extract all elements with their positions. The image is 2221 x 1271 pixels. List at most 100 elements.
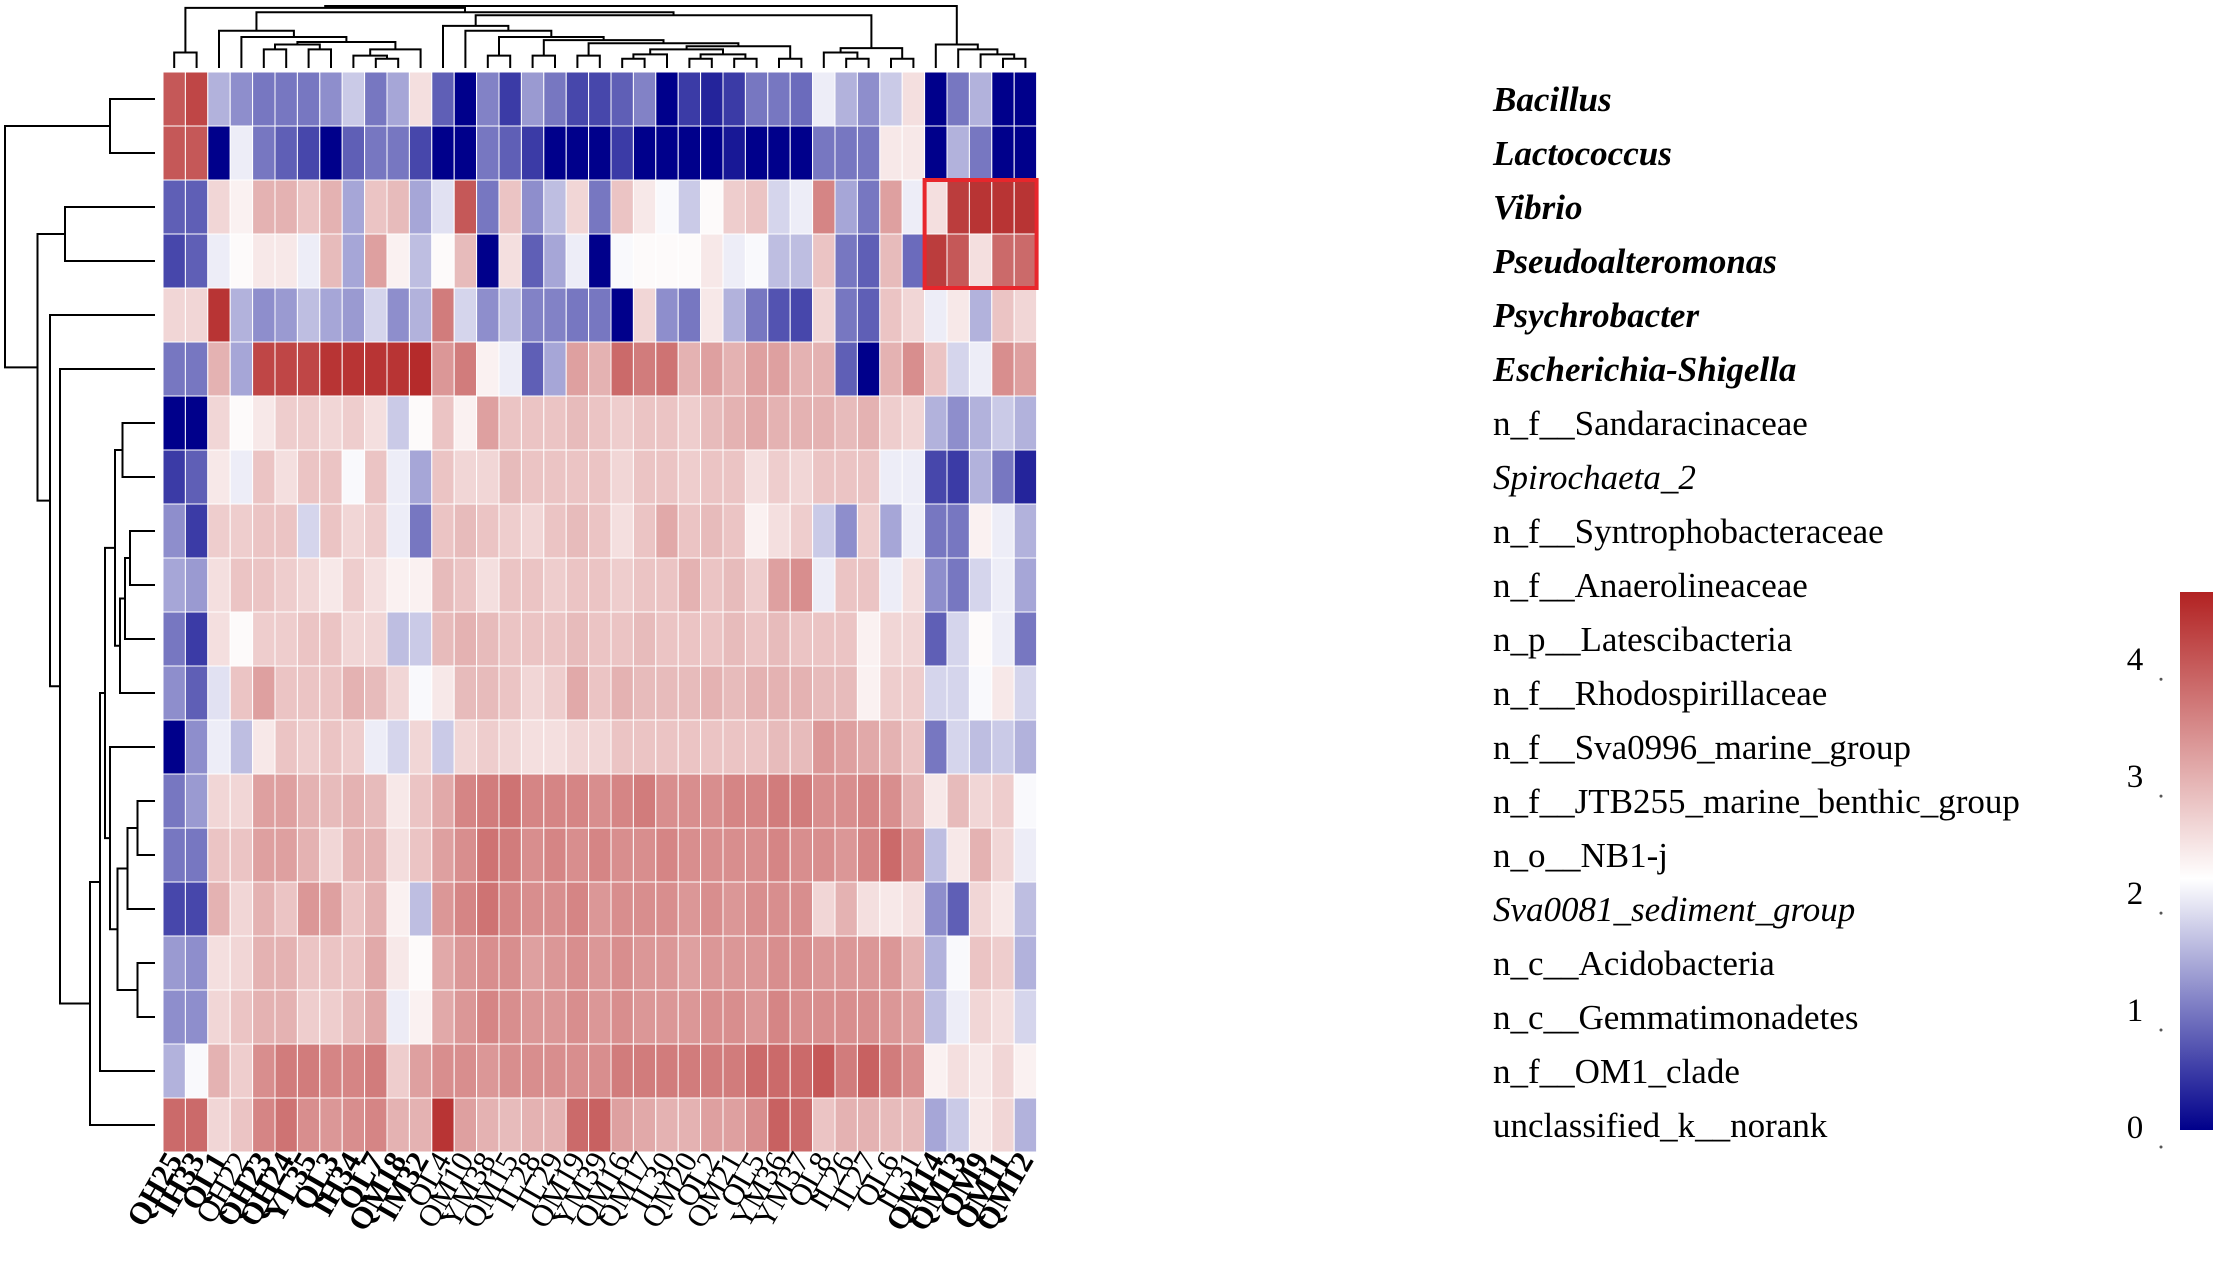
heatmap-cell-n_f__OM1_clade-QM11: [991, 1043, 1015, 1099]
heatmap-cell-n_f__Sva0996_marine_group-QL3: [319, 719, 343, 775]
heatmap-cell-n_c__Gemmatimonadetes-YM38: [476, 989, 500, 1045]
heatmap-cell-n_p__Latescibacteria-QL3: [319, 611, 343, 667]
heatmap-cell-n_f__JTB255_marine_benthic_group-IL31: [901, 773, 926, 829]
heatmap-cell-n_f__Rhodospirillaceae-YM38: [476, 665, 500, 721]
heatmap-cell-Lactococcus-QL4: [431, 125, 455, 181]
heatmap-cell-n_f__OM1_clade-QL1: [207, 1043, 231, 1099]
heatmap-cell-Vibrio-QM18: [386, 179, 410, 235]
heatmap-cells: [162, 71, 1038, 1153]
heatmap-cell-Pseudoalteromonas-QM18: [386, 233, 410, 289]
heatmap-cell-n_f__Rhodospirillaceae-QM20: [677, 665, 702, 721]
heatmap-cell-Lactococcus-QH23: [252, 125, 276, 181]
heatmap-cell-unclassified_k__norank-IL30: [655, 1097, 679, 1153]
heatmap-cell-n_f__OM1_clade-QM13: [946, 1043, 970, 1099]
heatmap-cell-Psychrobacter-QM11: [991, 287, 1015, 343]
heatmap-cell-n_f__OM1_clade-IL30: [655, 1043, 679, 1099]
heatmap-cell-n_f__Sva0996_marine_group-IM32: [408, 719, 433, 775]
heatmap-cell-n_c__Acidobacteria-QM20: [677, 935, 702, 991]
heatmap-cell-Pseudoalteromonas-QM13: [946, 233, 970, 289]
heatmap-cell-n_c__Gemmatimonadetes-IL28: [520, 989, 545, 1045]
heatmap-cell-n_p__Latescibacteria-QH22: [229, 611, 254, 667]
heatmap-cell-Escherichia-Shigella-YM38: [476, 341, 500, 397]
heatmap-cell-Spirochaeta_2-QM14: [924, 449, 948, 505]
heatmap-cell-n_f__OM1_clade-IL29: [543, 1043, 567, 1099]
heatmap-cell-Bacillus-IL26: [834, 71, 858, 127]
heatmap-cell-Pseudoalteromonas-QH25: [162, 233, 186, 289]
heatmap-cell-n_c__Acidobacteria-QL7: [364, 935, 388, 991]
heatmap-cell-Pseudoalteromonas-QL1: [207, 233, 231, 289]
heatmap-cell-Spirochaeta_2-QM15: [498, 449, 522, 505]
heatmap-cell-Spirochaeta_2-YM39: [588, 449, 612, 505]
heatmap-cell-n_f__Sandaracinaceae-QM14: [924, 395, 948, 451]
heatmap-cell-n_o__NB1-j-QL7: [364, 827, 388, 883]
heatmap-cell-Pseudoalteromonas-QH22: [229, 233, 254, 289]
dendrogram-branch: [136, 800, 155, 856]
heatmap-cell-n_f__Anaerolineaceae-IL30: [655, 557, 679, 613]
heatmap-cell-Escherichia-Shigella-QL4: [431, 341, 455, 397]
heatmap-cell-n_f__Anaerolineaceae-YM36: [767, 557, 791, 613]
heatmap-cell-n_p__Latescibacteria-QL7: [364, 611, 388, 667]
heatmap-cell-Pseudoalteromonas-YL35: [296, 233, 321, 289]
heatmap-cell-n_f__Sandaracinaceae-QH24: [274, 395, 298, 451]
heatmap-cell-n_f__Sandaracinaceae-YM38: [476, 395, 500, 451]
heatmap-cell-n_f__Anaerolineaceae-QL5: [744, 557, 769, 613]
heatmap-cell-Psychrobacter-QH24: [274, 287, 298, 343]
heatmap-cell-Bacillus-QH23: [252, 71, 276, 127]
heatmap-cell-Lactococcus-QM10: [453, 125, 478, 181]
heatmap-cell-n_o__NB1-j-IM32: [408, 827, 433, 883]
heatmap-cell-n_f__Sandaracinaceae-IH33: [184, 395, 209, 451]
heatmap-cell-n_o__NB1-j-IL27: [856, 827, 881, 883]
heatmap-cell-Bacillus-YM38: [476, 71, 500, 127]
heatmap-cell-n_o__NB1-j-QL8: [812, 827, 836, 883]
heatmap-cell-n_f__JTB255_marine_benthic_group-IL28: [520, 773, 545, 829]
heatmap-cell-n_o__NB1-j-YM37: [789, 827, 814, 883]
heatmap-cell-n_f__OM1_clade-QH23: [252, 1043, 276, 1099]
heatmap-cell-Escherichia-Shigella-IM32: [408, 341, 433, 397]
heatmap-cell-n_c__Acidobacteria-QL3: [319, 935, 343, 991]
heatmap-cell-n_f__Rhodospirillaceae-QM15: [498, 665, 522, 721]
heatmap-cell-n_f__JTB255_marine_benthic_group-QL6: [879, 773, 903, 829]
colorbar-tick-mark: [2159, 1145, 2163, 1149]
heatmap-cell-n_f__Anaerolineaceae-QM9: [968, 557, 993, 613]
heatmap-cell-n_f__OM1_clade-QM15: [498, 1043, 522, 1099]
heatmap-cell-n_f__JTB255_marine_benthic_group-QM9: [968, 773, 993, 829]
heatmap-cell-Sva0081_sediment_group-YM38: [476, 881, 500, 937]
heatmap-cell-n_p__Latescibacteria-YM39: [588, 611, 612, 667]
heatmap-cell-Lactococcus-YM37: [789, 125, 814, 181]
heatmap-cell-Bacillus-QM16: [610, 71, 634, 127]
colorbar-tick-label: 1: [2127, 993, 2144, 1029]
heatmap-cell-Psychrobacter-YM36: [767, 287, 791, 343]
heatmap-cell-n_c__Acidobacteria-QH23: [252, 935, 276, 991]
heatmap-cell-n_f__Syntrophobacteraceae-QM20: [677, 503, 702, 559]
heatmap-cell-Psychrobacter-QL3: [319, 287, 343, 343]
dendrogram-branch: [822, 51, 859, 68]
heatmap-cell-Escherichia-Shigella-QL2: [700, 341, 724, 397]
heatmap-cell-Escherichia-Shigella-IL30: [655, 341, 679, 397]
heatmap-cell-Escherichia-Shigella-YM36: [767, 341, 791, 397]
row-dendrogram: [4, 98, 155, 1126]
heatmap-cell-unclassified_k__norank-IL26: [834, 1097, 858, 1153]
heatmap-cell-Bacillus-QM19: [565, 71, 590, 127]
heatmap-cell-n_f__Sva0996_marine_group-YL35: [296, 719, 321, 775]
heatmap-cell-Spirochaeta_2-QM9: [968, 449, 993, 505]
heatmap-cell-n_f__Sandaracinaceae-QL8: [812, 395, 836, 451]
heatmap-cell-n_f__OM1_clade-QL7: [364, 1043, 388, 1099]
heatmap-cell-n_p__Latescibacteria-YM38: [476, 611, 500, 667]
heatmap-cell-Spirochaeta_2-QM17: [632, 449, 657, 505]
heatmap-cell-n_f__Sva0996_marine_group-QM14: [924, 719, 948, 775]
heatmap-cell-Psychrobacter-QM16: [610, 287, 634, 343]
heatmap-cell-n_f__Anaerolineaceae-QH22: [229, 557, 254, 613]
heatmap-cell-n_f__Syntrophobacteraceae-QM12: [1013, 503, 1038, 559]
heatmap-cell-n_f__Anaerolineaceae-IL28: [520, 557, 545, 613]
heatmap-cell-n_o__NB1-j-YM36: [767, 827, 791, 883]
heatmap-cell-n_f__Sandaracinaceae-QM19: [565, 395, 590, 451]
heatmap-cell-n_f__Anaerolineaceae-QM21: [722, 557, 746, 613]
heatmap-cell-Escherichia-Shigella-QL6: [879, 341, 903, 397]
heatmap-cell-n_f__Sva0996_marine_group-IL28: [520, 719, 545, 775]
heatmap-cell-Lactococcus-QM15: [498, 125, 522, 181]
heatmap-cell-Escherichia-Shigella-QM19: [565, 341, 590, 397]
heatmap-cell-unclassified_k__norank-QH22: [229, 1097, 254, 1153]
dendrogram-branch: [979, 53, 1016, 68]
heatmap-cell-Sva0081_sediment_group-QL8: [812, 881, 836, 937]
heatmap-cell-Spirochaeta_2-YM38: [476, 449, 500, 505]
